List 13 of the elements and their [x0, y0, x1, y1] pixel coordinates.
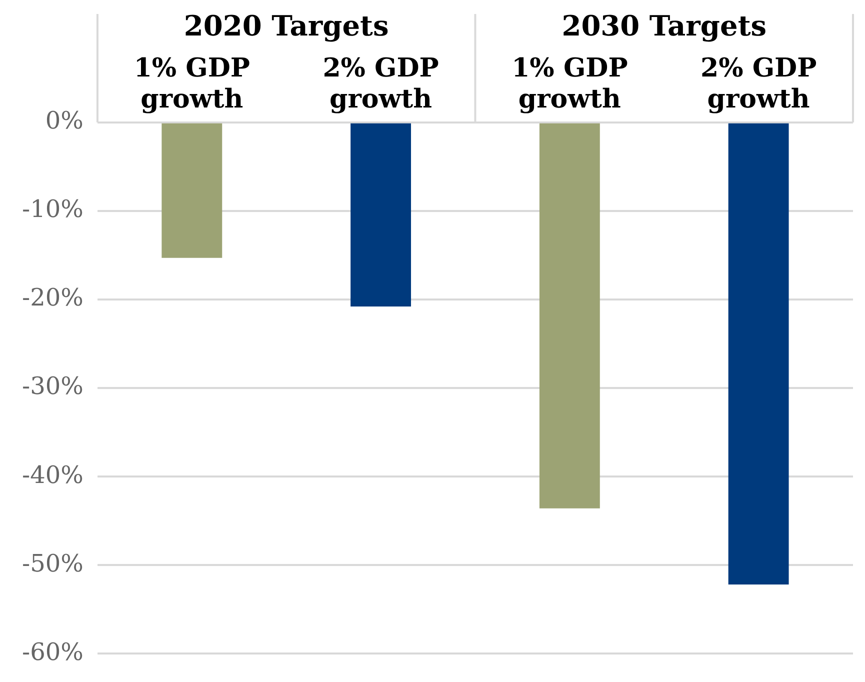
y-tick-label: -30% [22, 372, 84, 400]
x-tick-label: 2% GDP growth [700, 53, 817, 115]
x-tick-label: 2% GDP growth [322, 53, 439, 115]
y-tick-label: -20% [22, 284, 84, 312]
y-tick-label: -40% [22, 460, 84, 489]
y-tick-label: -60% [22, 638, 84, 666]
x-tick-label: 1% GDP growth [512, 53, 628, 115]
x-tick-label: 1% GDP growth [134, 53, 250, 115]
text: 2020 Targets [184, 9, 389, 42]
y-tick-label: -10% [22, 195, 84, 224]
y-tick-label: 0% [45, 106, 84, 135]
text: 2030 Targets [562, 9, 767, 42]
y-tick-label: -50% [22, 549, 84, 578]
